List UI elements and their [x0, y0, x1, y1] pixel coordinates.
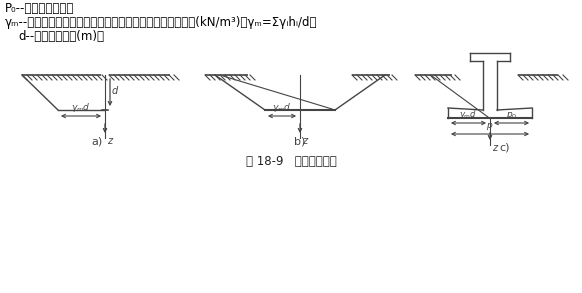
Text: a): a)	[91, 136, 102, 146]
Text: 图 18-9   基底附加压力: 图 18-9 基底附加压力	[246, 155, 336, 168]
Text: b): b)	[294, 136, 306, 146]
Text: z: z	[107, 136, 112, 146]
Text: $\gamma_m d$: $\gamma_m d$	[272, 101, 292, 114]
Text: $p$: $p$	[487, 121, 494, 132]
Text: d: d	[112, 86, 118, 96]
Text: d--基础埋置深度(m)。: d--基础埋置深度(m)。	[18, 30, 104, 43]
Text: c): c)	[500, 142, 510, 152]
Text: γₘ--埋深范围内土的加权平均重度，地下水位以下取浮重度(kN/m³)，γₘ=Σγᵢhᵢ/d；: γₘ--埋深范围内土的加权平均重度，地下水位以下取浮重度(kN/m³)，γₘ=Σ…	[5, 16, 318, 29]
Text: $\gamma_m d$: $\gamma_m d$	[71, 101, 91, 114]
Text: $p_0$: $p_0$	[506, 110, 517, 121]
Text: P₀--基底附加应力；: P₀--基底附加应力；	[5, 2, 74, 15]
Text: $\gamma_m d$: $\gamma_m d$	[459, 108, 478, 121]
Text: z: z	[492, 143, 497, 153]
Text: z: z	[302, 136, 307, 146]
